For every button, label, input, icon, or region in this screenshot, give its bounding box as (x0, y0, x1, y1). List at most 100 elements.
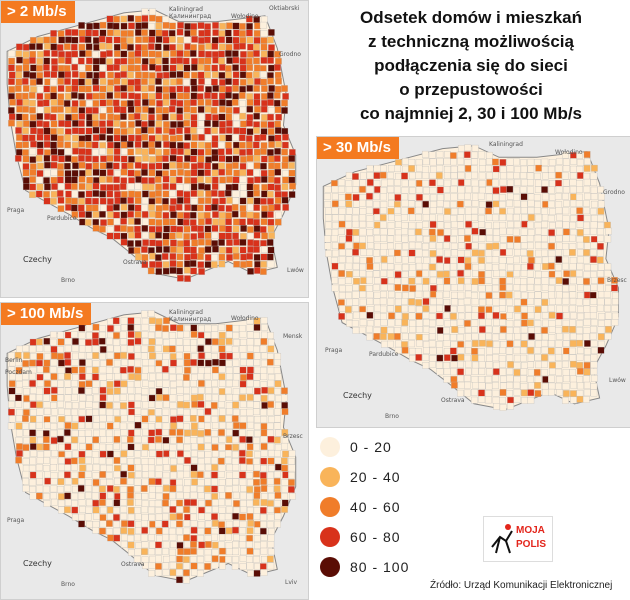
municipality-cell (224, 449, 232, 457)
municipality-cell (183, 191, 191, 198)
municipality-cell (541, 193, 549, 201)
municipality-cell (583, 278, 590, 285)
municipality-cell (218, 373, 226, 381)
municipality-cell (261, 99, 268, 107)
municipality-cell (162, 99, 170, 106)
municipality-cell (149, 63, 156, 71)
municipality-cell (555, 235, 563, 242)
municipality-cell (513, 396, 521, 403)
municipality-cell (254, 78, 261, 85)
municipality-cell (141, 415, 149, 423)
municipality-cell (479, 298, 486, 306)
municipality-cell (232, 394, 239, 402)
municipality-cell (408, 172, 416, 180)
municipality-cell (65, 367, 72, 375)
municipality-cell (253, 486, 261, 493)
municipality-cell (281, 479, 289, 486)
municipality-cell (520, 389, 528, 397)
municipality-cell (198, 380, 205, 387)
municipality-cell (493, 235, 500, 242)
municipality-cell (589, 249, 597, 257)
municipality-cell (520, 278, 527, 285)
municipality-cell (211, 331, 219, 339)
municipality-cell (190, 127, 197, 134)
municipality-cell (184, 366, 191, 374)
municipality-cell (458, 235, 465, 243)
municipality-cell (113, 106, 121, 113)
municipality-cell (204, 429, 212, 436)
municipality-cell (204, 261, 212, 268)
municipality-cell (555, 179, 562, 187)
municipality-cell (78, 520, 85, 528)
municipality-cell (177, 211, 184, 219)
municipality-cell (212, 120, 219, 128)
municipality-cell (163, 141, 170, 148)
municipality-cell (114, 373, 121, 380)
municipality-cell (204, 225, 212, 233)
municipality-cell (597, 221, 605, 229)
municipality-cell (325, 250, 332, 257)
municipality-cell (57, 135, 64, 143)
municipality-cell (260, 359, 268, 367)
municipality-cell (163, 555, 170, 563)
municipality-cell (274, 450, 281, 457)
municipality-cell (22, 58, 30, 65)
municipality-cell (547, 262, 555, 270)
municipality-cell (204, 563, 211, 570)
municipality-cell (253, 423, 261, 430)
municipality-cell (239, 106, 247, 114)
municipality-cell (99, 21, 107, 29)
municipality-cell (212, 499, 219, 507)
municipality-cell (197, 197, 205, 205)
municipality-cell (134, 191, 142, 198)
municipality-cell (198, 120, 205, 128)
municipality-cell (22, 345, 30, 352)
municipality-cell (472, 193, 479, 201)
municipality-cell (239, 23, 246, 30)
municipality-cell (238, 457, 246, 464)
municipality-cell (205, 499, 212, 507)
place-oktiabrski: Oktiabrski (269, 5, 300, 12)
municipality-cell (29, 393, 37, 401)
municipality-cell (246, 211, 254, 219)
municipality-cell (169, 338, 176, 346)
legend-swatch (320, 526, 340, 547)
municipality-cell (240, 120, 247, 128)
municipality-cell (148, 99, 156, 106)
municipality-cell (134, 380, 141, 388)
municipality-cell (15, 359, 23, 367)
municipality-cell (259, 65, 267, 72)
municipality-cell (36, 353, 44, 360)
municipality-cell (112, 99, 120, 107)
municipality-cell (394, 214, 402, 222)
municipality-cell (197, 232, 205, 239)
municipality-cell (184, 169, 191, 177)
municipality-cell (212, 99, 219, 107)
municipality-cell (534, 291, 542, 299)
municipality-cell (464, 165, 472, 172)
municipality-cell (107, 513, 114, 521)
municipality-cell (352, 263, 360, 271)
municipality-cell (239, 218, 246, 226)
municipality-cell (8, 380, 16, 388)
municipality-cell (22, 470, 30, 478)
municipality-cell (471, 312, 479, 320)
municipality-cell (147, 23, 155, 30)
municipality-cell (155, 436, 162, 443)
municipality-cell (156, 535, 163, 542)
municipality-cell (394, 186, 401, 194)
municipality-cell (583, 291, 591, 299)
municipality-cell (169, 569, 177, 576)
municipality-cell (162, 197, 169, 205)
municipality-cell (211, 231, 219, 239)
municipality-cell (492, 347, 500, 354)
municipality-cell (134, 29, 142, 36)
municipality-cell (239, 163, 247, 170)
municipality-cell (155, 338, 163, 346)
municipality-cell (58, 155, 65, 163)
municipality-cell (162, 493, 170, 500)
municipality-cell (16, 43, 23, 51)
municipality-cell (486, 243, 493, 250)
municipality-cell (219, 85, 226, 93)
municipality-cell (513, 194, 520, 201)
